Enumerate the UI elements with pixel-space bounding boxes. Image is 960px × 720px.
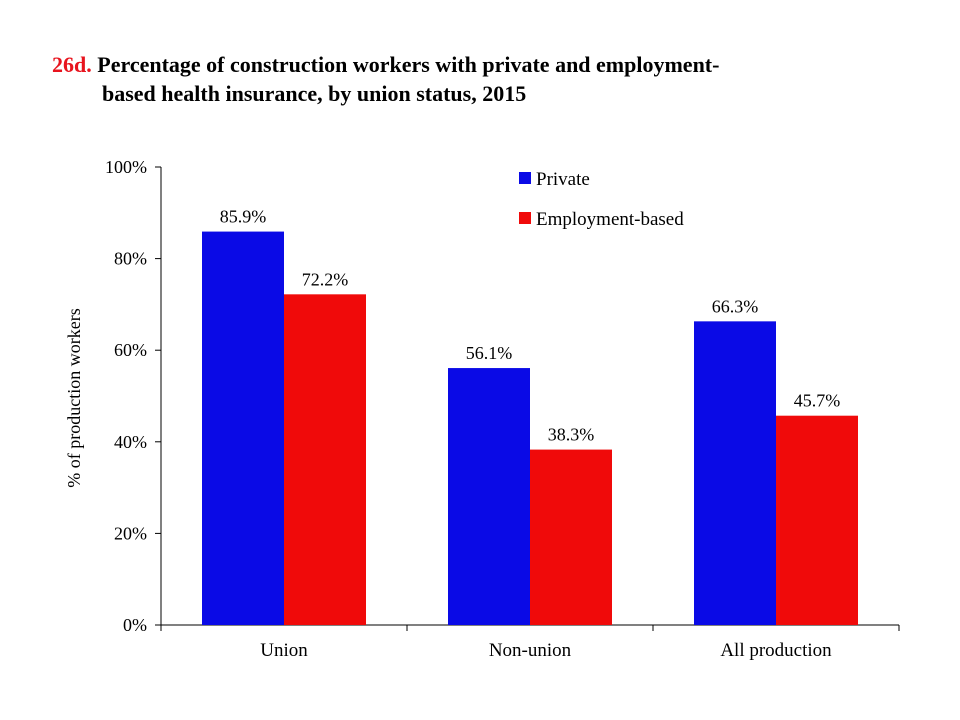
bar-private — [202, 231, 284, 625]
legend-label: Employment-based — [536, 209, 684, 230]
legend-label: Private — [536, 169, 590, 190]
y-tick-label: 80% — [114, 249, 147, 269]
x-tick-label: All production — [720, 640, 832, 661]
bar-employment-based — [776, 415, 858, 625]
legend-swatch — [519, 172, 531, 184]
y-axis-label: % of production workers — [64, 308, 84, 487]
y-tick-label: 60% — [114, 340, 147, 360]
chart-title-line-2: based health insurance, by union status,… — [102, 81, 527, 106]
x-tick-label: Union — [260, 640, 308, 661]
y-tick-label: 20% — [114, 523, 147, 543]
data-label: 72.2% — [302, 269, 349, 289]
chart-title-line-1: 26d. Percentage of construction workers … — [52, 50, 932, 79]
data-label: 56.1% — [466, 343, 513, 363]
y-tick-label: 0% — [123, 615, 147, 635]
data-label: 66.3% — [712, 296, 759, 316]
figure-number: 26d. — [52, 52, 92, 77]
title-text-1: Percentage of construction workers with … — [97, 52, 720, 77]
bar-private — [694, 321, 776, 625]
x-tick-label: Non-union — [489, 640, 572, 661]
data-label: 85.9% — [220, 207, 267, 227]
bar-private — [448, 368, 530, 625]
data-label: 38.3% — [548, 425, 595, 445]
chart-title: 26d. Percentage of construction workers … — [52, 50, 932, 108]
y-tick-label: 100% — [105, 157, 147, 177]
legend-swatch — [519, 212, 531, 224]
data-label: 45.7% — [794, 391, 841, 411]
y-tick-label: 40% — [114, 432, 147, 452]
bar-employment-based — [284, 294, 366, 625]
bar-employment-based — [530, 449, 612, 625]
